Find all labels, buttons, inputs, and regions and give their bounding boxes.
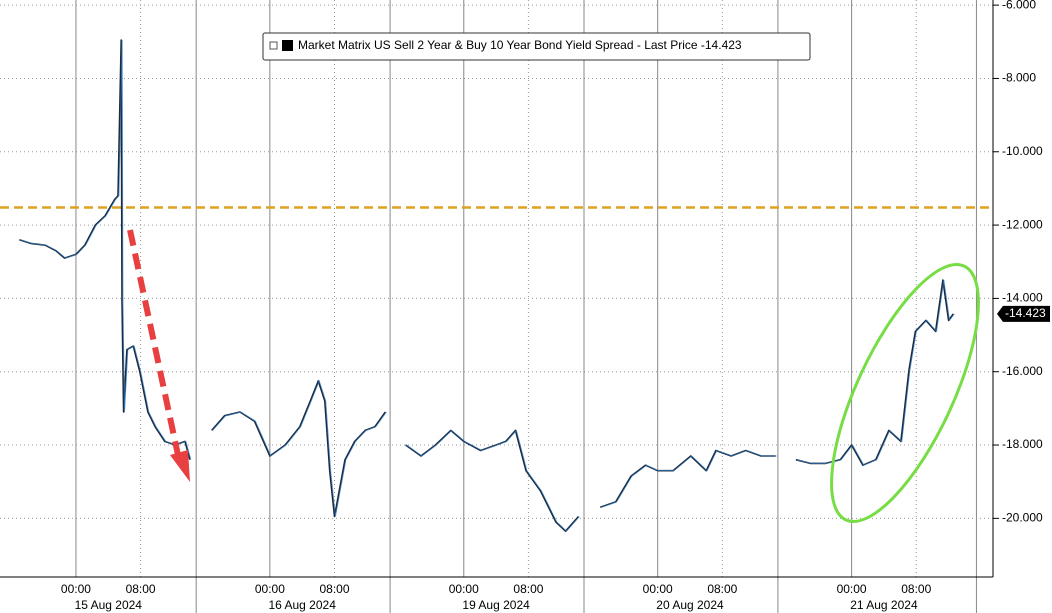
legend-swatch — [282, 40, 293, 51]
x-tick-label: 00:00 — [643, 582, 673, 596]
x-date-label: 16 Aug 2024 — [268, 598, 336, 612]
marks — [0, 39, 993, 532]
y-tick-label: -12.000 — [1002, 217, 1043, 231]
x-tick-label: 08:00 — [513, 582, 543, 596]
x-tick-label: 00:00 — [837, 582, 867, 596]
x-tick-label: 08:00 — [901, 582, 931, 596]
highlight-ellipse — [830, 263, 980, 523]
y-tick-label: -8.000 — [1002, 71, 1036, 85]
price-line-highlight — [20, 39, 955, 532]
legend-toggle — [269, 41, 278, 50]
last-price-tag: -14.423 — [997, 305, 1050, 322]
y-tick-label: -10.000 — [1002, 144, 1043, 158]
x-tick-label: 00:00 — [61, 582, 91, 596]
last-price-label: -14.423 — [1005, 306, 1046, 320]
x-tick-label: 00:00 — [255, 582, 285, 596]
x-date-label: 15 Aug 2024 — [75, 598, 143, 612]
y-tick-label: -20.000 — [1002, 511, 1043, 525]
x-tick-label: 08:00 — [319, 582, 349, 596]
legend-text: Market Matrix US Sell 2 Year & Buy 10 Ye… — [298, 38, 742, 52]
y-tick-label: -18.000 — [1002, 437, 1043, 451]
y-tick-label: -6.000 — [1002, 0, 1036, 11]
x-tick-label: 08:00 — [126, 582, 156, 596]
arrow-shaft — [127, 229, 181, 456]
tag-box — [997, 305, 1050, 322]
y-tick-label: -14.000 — [1002, 291, 1043, 305]
x-date-label: 19 Aug 2024 — [462, 598, 530, 612]
x-tick-label: 00:00 — [449, 582, 479, 596]
x-tick-label: 08:00 — [707, 582, 737, 596]
x-date-label: 20 Aug 2024 — [656, 598, 724, 612]
arrow-head — [170, 450, 190, 482]
x-date-label: 21 Aug 2024 — [850, 598, 918, 612]
y-tick-label: -16.000 — [1002, 364, 1043, 378]
legend-box — [262, 32, 811, 61]
